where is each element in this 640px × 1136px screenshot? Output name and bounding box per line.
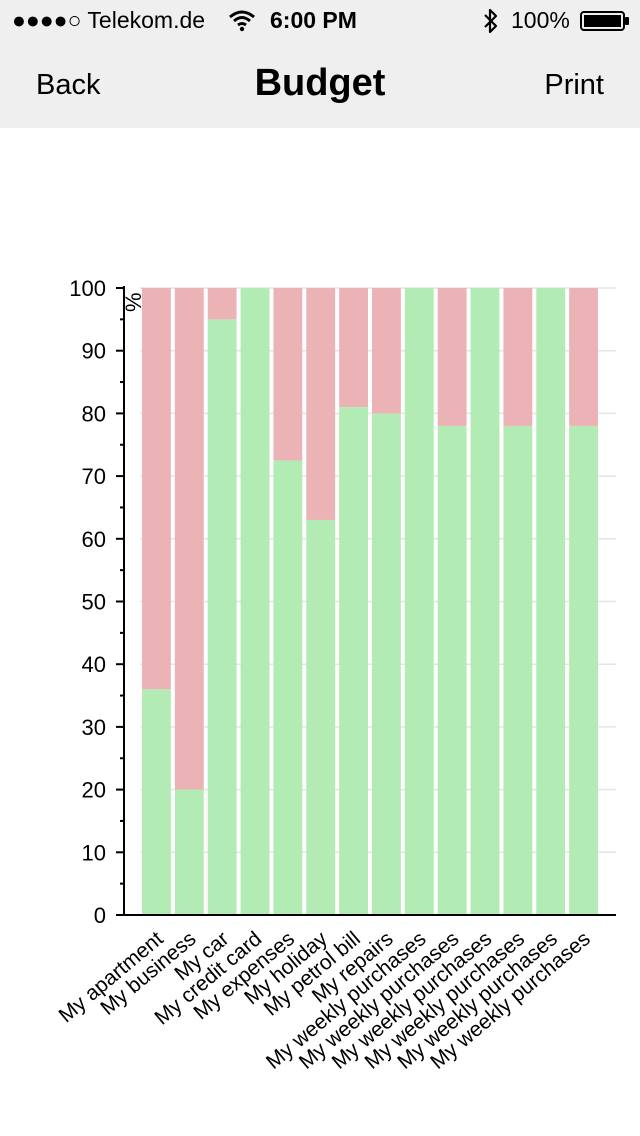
y-tick-label: 70 xyxy=(82,464,106,489)
status-bar: ●●●●○ Telekom.de 6:00 PM 100% xyxy=(0,0,640,40)
y-tick-label: 40 xyxy=(82,652,106,677)
bar-segment xyxy=(503,425,533,915)
bar-segment xyxy=(437,425,467,915)
y-tick-label: 10 xyxy=(82,840,106,865)
y-tick-label: 90 xyxy=(82,339,106,364)
carrier-label: ●●●●○ Telekom.de xyxy=(12,7,206,33)
bar-segment xyxy=(306,288,336,520)
y-axis-unit-label: % xyxy=(121,292,146,312)
back-button[interactable]: Back xyxy=(36,69,101,101)
bar-segment xyxy=(240,288,270,915)
bar-segment xyxy=(503,288,533,426)
bar-segment xyxy=(339,407,368,915)
bar-segment xyxy=(142,689,171,915)
wifi-icon xyxy=(228,8,256,32)
bluetooth-icon xyxy=(482,8,500,34)
bar-segment xyxy=(273,288,303,461)
bar-segment xyxy=(207,288,237,320)
y-tick-label: 60 xyxy=(82,527,106,552)
bar-segment xyxy=(569,288,598,426)
y-tick-label: 80 xyxy=(82,401,106,426)
battery-icon xyxy=(580,11,630,31)
bar-segment xyxy=(273,460,303,915)
bar-segment xyxy=(339,288,368,408)
bar-segment xyxy=(207,319,237,916)
y-tick-label: 50 xyxy=(82,590,106,615)
bar-segment xyxy=(174,288,204,790)
bar-segment xyxy=(569,425,598,915)
bar-segment xyxy=(404,288,434,915)
battery-percentage: 100% xyxy=(511,7,570,33)
bar-segment xyxy=(437,288,467,426)
bar-segment xyxy=(536,288,566,915)
page-title: Budget xyxy=(254,62,386,104)
y-tick-label: 0 xyxy=(94,903,106,928)
print-button[interactable]: Print xyxy=(544,69,604,101)
y-tick-label: 30 xyxy=(82,715,106,740)
bar-segment xyxy=(142,288,171,690)
bar-segment xyxy=(372,413,401,915)
navigation-bar: Back Budget Print xyxy=(0,40,640,128)
bar-segment xyxy=(174,789,204,915)
bar-segment xyxy=(470,288,500,915)
bar-segment xyxy=(372,288,401,414)
clock: 6:00 PM xyxy=(270,7,357,33)
y-tick-label: 20 xyxy=(82,778,106,803)
bar-segment xyxy=(306,519,336,915)
y-tick-label: 100 xyxy=(69,276,106,301)
